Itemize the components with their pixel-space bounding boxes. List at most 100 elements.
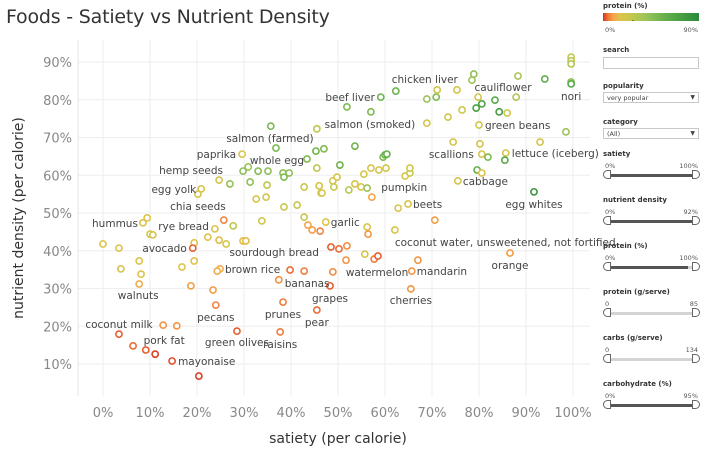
data-point-watermelon[interactable] [328,267,337,276]
data-point[interactable] [422,95,431,103]
data-point[interactable] [186,281,195,290]
data-point-chicken-liver[interactable] [391,87,400,95]
data-point-bananas[interactable] [274,275,283,284]
data-point[interactable] [357,183,365,191]
data-point[interactable] [335,244,343,253]
data-point[interactable] [285,169,294,177]
data-point[interactable] [254,167,262,175]
data-point[interactable] [315,181,324,190]
slider-max-handle[interactable] [692,400,700,409]
data-point-sourdough-bread[interactable] [327,243,335,251]
slider-track[interactable] [606,358,697,361]
data-point[interactable] [343,103,351,111]
data-point[interactable] [293,201,302,209]
data-point[interactable] [359,170,368,179]
data-point-nori[interactable] [567,79,576,88]
data-point-green-olives[interactable] [233,327,241,336]
data-point[interactable] [215,236,223,245]
data-point[interactable] [316,227,325,236]
slider-track[interactable] [606,404,697,407]
data-point-mayonaise[interactable] [168,357,176,365]
data-point[interactable] [333,173,341,182]
data-point[interactable] [444,113,452,122]
data-point[interactable] [143,214,152,222]
data-point[interactable] [351,142,359,151]
data-point[interactable] [344,186,353,194]
data-point-mandarin[interactable] [407,267,416,276]
data-point-cauliflower[interactable] [514,72,522,80]
data-point-coconut-water[interactable] [390,226,399,234]
data-point[interactable] [148,230,157,239]
data-point[interactable] [229,221,238,230]
data-point[interactable] [99,240,107,248]
slider-track[interactable] [606,220,697,223]
data-point[interactable] [512,93,521,102]
data-point[interactable] [430,216,439,225]
data-point[interactable] [319,144,328,153]
slider-track[interactable] [606,266,697,269]
data-point-whole-egg[interactable] [303,155,311,163]
data-point[interactable] [241,237,250,245]
data-point[interactable] [406,164,414,172]
data-point[interactable] [222,240,231,248]
data-point[interactable] [382,150,391,159]
slider-max-handle[interactable] [692,170,700,179]
data-point-rye-bread[interactable] [210,224,219,233]
data-point[interactable] [239,167,247,175]
data-point[interactable] [364,230,372,239]
data-point[interactable] [225,180,234,188]
data-point[interactable] [312,147,320,155]
data-point-prunes[interactable] [279,298,287,306]
data-point[interactable] [312,164,321,172]
data-point[interactable] [540,75,549,83]
data-point-paprika[interactable] [238,150,247,159]
data-point-egg-yolk[interactable] [197,184,206,193]
data-point-beef-liver[interactable] [376,93,385,102]
range-slider[interactable]: 0% 100% [603,254,700,274]
data-point[interactable] [382,164,390,172]
data-point-avocado[interactable] [188,244,197,253]
data-point[interactable] [172,321,181,330]
data-point[interactable] [367,193,376,202]
data-point[interactable] [190,257,199,265]
slider-track[interactable] [606,174,697,177]
data-point[interactable] [318,189,326,197]
data-point[interactable] [137,270,145,279]
data-point-salmon-farmed-[interactable] [272,144,280,152]
slider-max-handle[interactable] [692,354,700,363]
data-point[interactable] [335,161,344,169]
slider-min-handle[interactable] [603,308,611,317]
data-point-raisins[interactable] [276,328,285,336]
data-point[interactable] [280,203,288,211]
data-point[interactable] [262,193,270,202]
data-point-pear[interactable] [312,306,321,314]
slider-max-handle[interactable] [692,262,700,271]
data-point-pecans[interactable] [211,301,220,310]
data-point[interactable] [300,183,309,191]
range-slider[interactable]: 0 134 [603,346,700,366]
data-point[interactable] [477,169,486,177]
data-point-green-beans[interactable] [475,121,483,129]
data-point-pork-fat[interactable] [151,350,160,359]
data-point[interactable] [308,226,317,234]
data-point[interactable] [363,223,372,231]
range-slider[interactable]: 0% 95% [603,392,700,412]
data-point[interactable] [178,263,186,271]
data-point[interactable] [209,286,217,294]
range-slider[interactable]: 0 85 [603,300,700,320]
data-point[interactable] [342,256,350,265]
data-point[interactable] [474,93,482,102]
range-slider[interactable]: 0% 100% [603,162,700,182]
data-point-cherries[interactable] [406,284,415,293]
data-point-scallions[interactable] [477,150,486,159]
data-point-egg-whites[interactable] [530,187,538,196]
data-point[interactable] [244,163,253,171]
slider-max-handle[interactable] [692,216,700,225]
slider-min-handle[interactable] [603,400,611,409]
data-point[interactable] [252,195,261,203]
data-point[interactable] [458,106,466,114]
data-point[interactable] [433,86,442,94]
data-point-hemp-seeds[interactable] [215,176,223,185]
slider-min-handle[interactable] [603,262,611,271]
data-point[interactable] [374,252,382,260]
